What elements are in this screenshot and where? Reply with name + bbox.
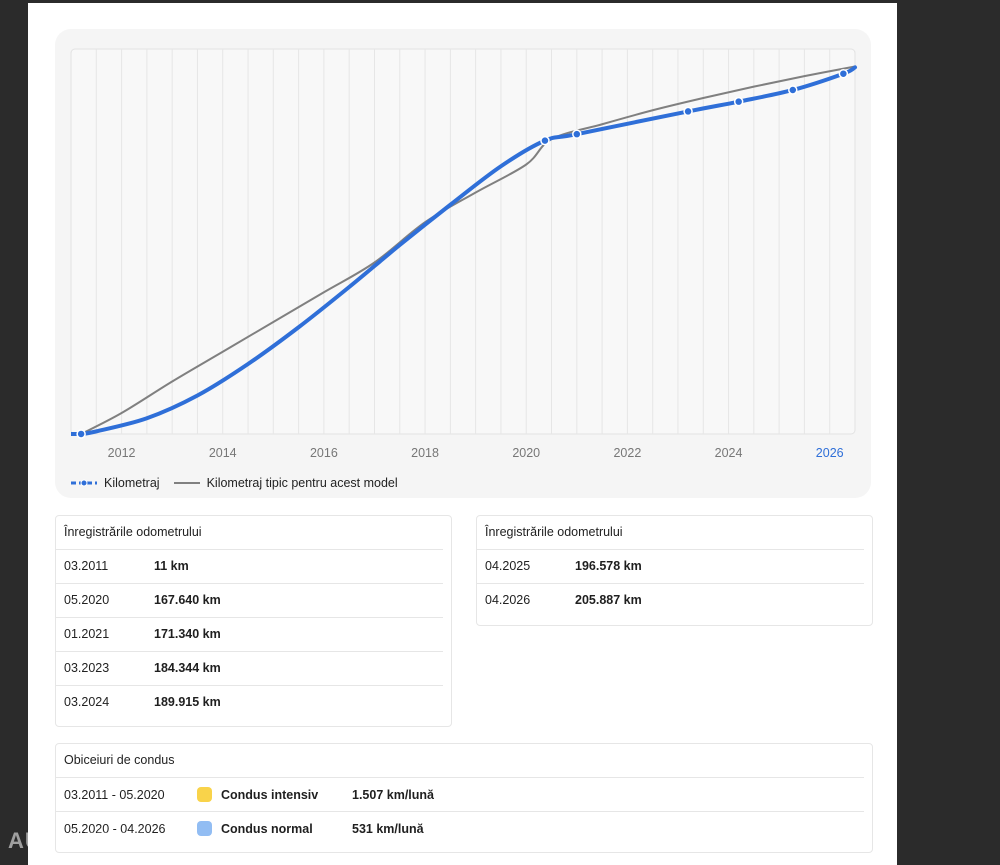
habit-period: 03.2011 - 05.2020 xyxy=(64,787,165,802)
habit-period: 05.2020 - 04.2026 xyxy=(64,821,166,836)
odometer-value: 184.344 km xyxy=(154,661,221,675)
odometer-value: 167.640 km xyxy=(154,593,221,607)
x-tick-label: 2024 xyxy=(715,446,743,460)
odometer-row: 01.2021 171.340 km xyxy=(56,618,443,652)
data-point-marker xyxy=(572,129,582,139)
driving-habits-title: Obiceiuri de condus xyxy=(56,744,864,778)
odometer-row: 04.2025 196.578 km xyxy=(477,550,864,584)
odometer-value: 171.340 km xyxy=(154,627,221,641)
habit-row: 03.2011 - 05.2020 Condus intensiv 1.507 km… xyxy=(56,778,864,812)
odometer-date: 03.2011 xyxy=(64,559,109,573)
odometer-card-right: Înregistrările odometrului 04.2025 196.57… xyxy=(476,515,873,626)
odometer-date: 01.2021 xyxy=(64,627,110,641)
habit-label: Condus intensiv xyxy=(221,787,319,802)
x-tick-label: 2026 xyxy=(816,446,844,460)
odometer-date: 03.2023 xyxy=(64,661,110,675)
x-tick-label: 2018 xyxy=(411,446,439,460)
watermark-logo: AUTOVIT.RO xyxy=(8,828,151,853)
habit-rate: 531 km/lună xyxy=(352,821,424,836)
data-point-marker xyxy=(788,85,798,95)
x-tick-label: 2012 xyxy=(108,446,136,460)
odometer-date: 05.2020 xyxy=(64,593,110,607)
odometer-row: 05.2020 167.640 km xyxy=(56,584,443,618)
legend-label-kilometraj: Kilometraj xyxy=(104,476,160,490)
odometer-row: 03.2024 189.915 km xyxy=(56,686,443,719)
odometer-row: 03.2023 184.344 km xyxy=(56,652,443,686)
data-point-marker xyxy=(733,96,744,107)
x-tick-label: 2016 xyxy=(310,446,338,460)
legend-item-typical[interactable]: Kilometraj tipic pentru acest model xyxy=(173,476,398,490)
odometer-value: 189.915 km xyxy=(154,695,221,709)
x-tick-label: 2020 xyxy=(512,446,540,460)
legend-swatch-kilometraj xyxy=(71,479,97,487)
series-line-kilometraj xyxy=(79,65,857,436)
legend-label-typical: Kilometraj tipic pentru acest model xyxy=(206,476,398,490)
odometer-title-right: Înregistrările odometrului xyxy=(477,516,864,550)
data-point-marker xyxy=(838,68,849,79)
odometer-date: 04.2026 xyxy=(485,593,531,607)
data-point-marker xyxy=(76,429,86,439)
mileage-chart: 2012 2014 2016 2018 2020 2022 2024 2026 xyxy=(70,48,857,460)
mileage-chart-card: 2012 2014 2016 2018 2020 2022 2024 2026 Kilomet… xyxy=(55,29,871,498)
odometer-row: 04.2026 205.887 km xyxy=(477,584,864,617)
odometer-value: 205.887 km xyxy=(575,593,642,607)
habit-color-swatch xyxy=(197,821,212,836)
odometer-card-left: Înregistrările odometrului 03.2011 11 km 0… xyxy=(55,515,452,727)
x-tick-label: 2014 xyxy=(209,446,237,460)
legend-swatch-typical xyxy=(173,482,200,484)
odometer-value: 11 km xyxy=(154,559,189,573)
odometer-date: 03.2024 xyxy=(64,695,110,709)
plot-area xyxy=(70,48,856,435)
habit-color-swatch xyxy=(197,787,212,802)
data-point-marker xyxy=(683,106,693,117)
odometer-value: 196.578 km xyxy=(575,559,642,573)
x-tick-label: 2022 xyxy=(613,446,641,460)
odometer-date: 04.2025 xyxy=(485,559,531,573)
odometer-row: 03.2011 11 km xyxy=(56,550,443,584)
page: 2012 2014 2016 2018 2020 2022 2024 2026 Kilomet… xyxy=(28,3,897,865)
driving-habits-card: Obiceiuri de condus 03.2011 - 05.2020 Con… xyxy=(55,743,873,853)
series-line-typical xyxy=(80,65,856,435)
odometer-title-left: Înregistrările odometrului xyxy=(56,516,443,550)
legend-item-kilometraj[interactable]: Kilometraj xyxy=(71,476,160,490)
habit-rate: 1.507 km/lună xyxy=(352,787,434,802)
data-point-marker xyxy=(540,135,550,146)
chart-legend: Kilometraj Kilometraj tipic pentru acest… xyxy=(71,473,412,493)
habit-label: Condus normal xyxy=(221,821,313,836)
habit-row: 05.2020 - 04.2026 Condus normal 531 km/lun… xyxy=(56,812,864,845)
